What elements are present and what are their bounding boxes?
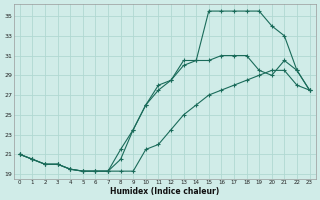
- X-axis label: Humidex (Indice chaleur): Humidex (Indice chaleur): [110, 187, 219, 196]
